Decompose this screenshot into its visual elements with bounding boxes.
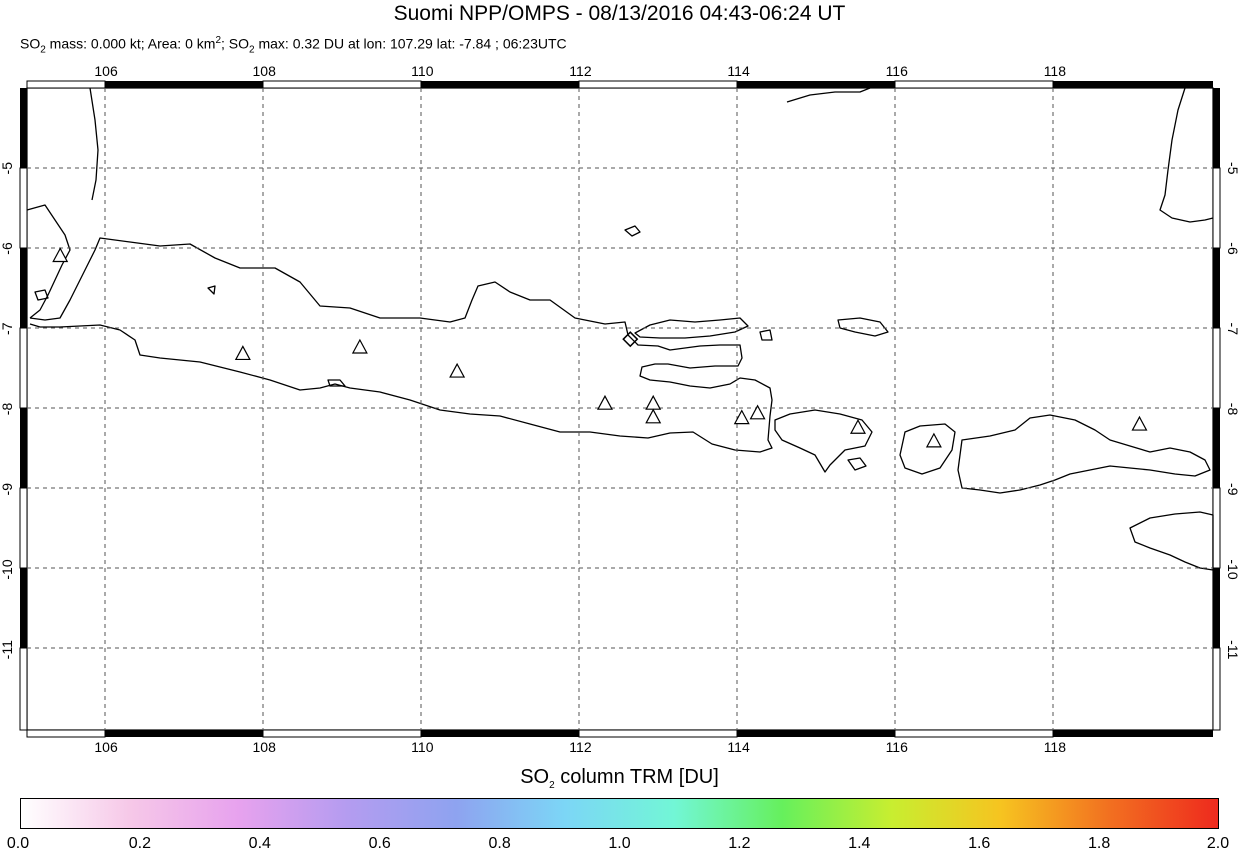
coast-sumbawa: [957, 414, 1211, 494]
lat-tick-label-right: -10: [1225, 559, 1239, 579]
lat-tick-label-left: -5: [0, 162, 15, 175]
lon-ticks-bottom: 106 108 110 112 114 116 118: [94, 739, 1066, 755]
colorbar-tick-label: 1.2: [728, 835, 751, 852]
summary-so2-label: SO: [20, 35, 41, 52]
colorbar-tick-label: 0.0: [6, 835, 30, 852]
lon-band-top: [26, 80, 1213, 89]
lat-tick-label-left: -11: [0, 640, 15, 659]
lon-ticks-top: 106 108 110 112 114 116 118: [94, 63, 1066, 79]
lon-tick-label-top: 106: [94, 63, 118, 79]
lat-tick-label-left: -7: [0, 322, 15, 335]
triangle-icon: [52, 247, 69, 263]
triangle-icon: [749, 404, 766, 420]
colorbar-tick-label: 0.8: [488, 835, 511, 852]
map-frame: [26, 87, 1214, 731]
lon-tick-label-top: 110: [411, 63, 434, 79]
lon-tick-label-bottom: 118: [1044, 739, 1067, 755]
coast-island-f: [327, 379, 346, 387]
colorbar-title-subscript: 2: [549, 780, 555, 791]
map-title: Suomi NPP/OMPS - 08/13/2016 04:43-06:24 …: [393, 2, 846, 25]
coast-sulawesi: [1159, 87, 1214, 223]
grid-lines: [27, 88, 1213, 730]
coast-borneo: [786, 87, 871, 103]
colorbar-tick-label: 2.0: [1206, 835, 1230, 852]
coast-island-d: [34, 289, 49, 301]
lat-tick-label-left: -8: [0, 403, 15, 416]
coast-lombok: [899, 423, 956, 475]
coast-madura: [634, 317, 749, 339]
summary-max-location: max: 0.32 DU at lon: 107.29 lat: -7.84 ;…: [254, 35, 567, 52]
triangle-icon: [645, 408, 662, 424]
lon-tick-label-top: 108: [253, 63, 277, 79]
lon-tick-label-bottom: 112: [569, 739, 592, 755]
coast-island-g: [759, 329, 773, 341]
triangle-icon: [925, 432, 942, 448]
lon-tick-label-bottom: 114: [727, 739, 750, 755]
coast-sumatra-north: [89, 87, 99, 201]
colorbar-tick-label: 1.0: [608, 835, 631, 852]
lon-tick-label-bottom: 116: [886, 739, 909, 755]
colorbar-title-prefix: SO: [520, 766, 550, 788]
colorbar-tick-label: 0.2: [128, 835, 152, 852]
summary-separator: ; SO: [221, 35, 250, 52]
lat-tick-label-right: -9: [1225, 483, 1239, 496]
coast-island-b: [837, 317, 889, 337]
coast-island-e: [207, 285, 216, 295]
colorbar-tick-label: 1.6: [968, 835, 991, 852]
lon-tick-label-top: 114: [727, 63, 750, 79]
coastlines: [26, 87, 1214, 571]
colorbar-tick-label: 1.8: [1087, 835, 1111, 852]
lat-ticks-right: -5 -6 -7 -8 -9 -10 -11: [1225, 162, 1239, 660]
coast-island-a: [624, 225, 641, 237]
triangle-icon: [596, 394, 613, 410]
coast-sumba: [1129, 511, 1214, 571]
diamond-icon: [622, 331, 639, 348]
colorbar-tick-label: 0.6: [368, 835, 391, 852]
lat-tick-label-right: -5: [1225, 162, 1239, 175]
so2-map: 106 108 110 112 114 116 118 106 108 110 112 114 116…: [0, 63, 1239, 755]
lat-tick-label-left: -6: [0, 242, 15, 255]
triangle-icon: [1131, 415, 1148, 431]
colorbar-title: SO2 column TRM [DU]: [0, 766, 1239, 791]
triangle-icon: [733, 409, 750, 425]
triangle-icon: [234, 345, 251, 361]
lat-tick-label-right: -8: [1225, 403, 1239, 416]
lon-tick-label-top: 116: [886, 63, 909, 79]
lon-tick-label-top: 112: [569, 63, 592, 79]
triangle-icon: [449, 362, 466, 378]
lat-tick-label-right: -11: [1225, 640, 1239, 659]
lon-tick-label-top: 118: [1044, 63, 1067, 79]
lat-band-right: [1212, 88, 1221, 731]
triangle-icon: [351, 338, 368, 354]
lat-tick-label-left: -10: [0, 559, 15, 579]
colorbar-gradient: [20, 798, 1219, 829]
so2-summary: SO2 mass: 0.000 kt; Area: 0 km2; SO2 max…: [20, 35, 567, 55]
lat-tick-label-right: -6: [1225, 242, 1239, 255]
colorbar-title-suffix: column TRM [DU]: [554, 766, 719, 788]
triangle-icon: [849, 418, 866, 434]
coast-bali: [774, 409, 873, 473]
lon-tick-label-bottom: 110: [411, 739, 434, 755]
summary-so2-subscript: 2: [40, 44, 46, 56]
lat-tick-label-right: -7: [1225, 323, 1239, 336]
lon-band-bottom: [26, 729, 1213, 738]
so2-max-marker: [622, 331, 639, 348]
coast-sumatra: [26, 204, 71, 319]
lat-ticks-left: -5 -6 -7 -8 -9 -10 -11: [0, 162, 15, 660]
coast-java: [29, 237, 773, 453]
volcano-markers: [52, 247, 1148, 448]
lon-tick-label-bottom: 108: [253, 739, 277, 755]
summary-mass-area: mass: 0.000 kt; Area: 0 km: [45, 35, 216, 52]
lon-tick-label-bottom: 106: [94, 739, 118, 755]
colorbar-tick-label: 0.4: [248, 835, 271, 852]
lat-tick-label-left: -9: [0, 483, 15, 496]
coast-island-c: [847, 457, 867, 471]
summary-area-superscript: 2: [215, 35, 221, 46]
summary-max-subscript: 2: [249, 44, 255, 56]
colorbar-tick-label: 1.4: [848, 835, 871, 852]
lat-band-left: [19, 88, 28, 731]
